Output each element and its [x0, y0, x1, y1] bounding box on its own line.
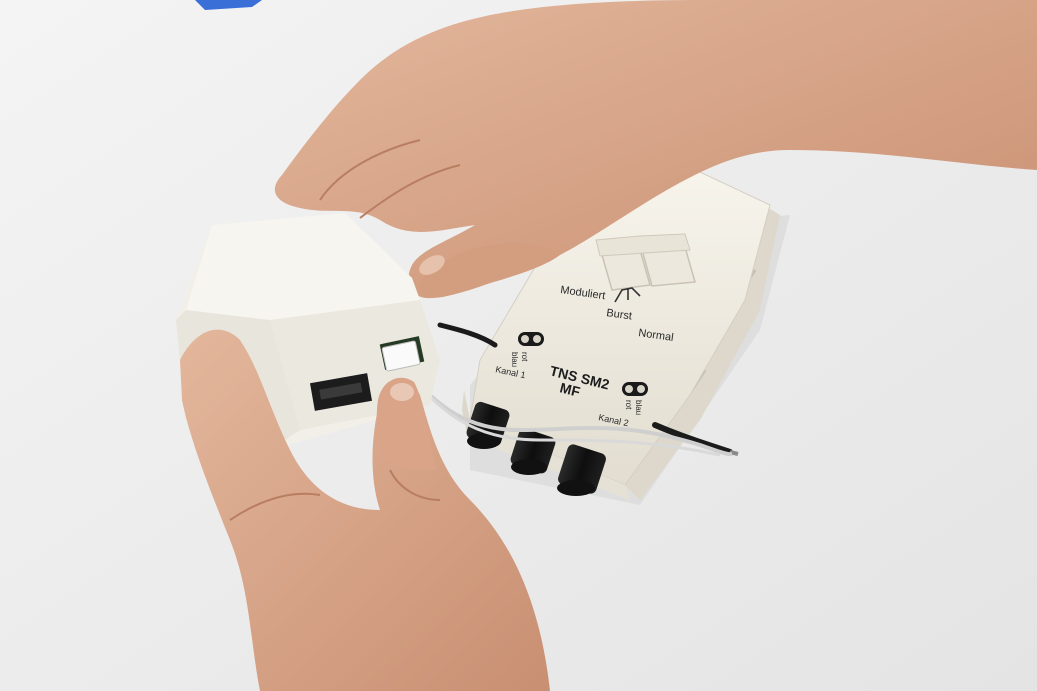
stimulator-device: Moduliert Burst Normal TNS SM2 MF rot bl… [462, 171, 780, 500]
white-plug[interactable] [381, 340, 421, 372]
electrode-cable-left [437, 322, 498, 348]
channel2-color-2: blau [634, 400, 643, 415]
channel1-jack[interactable] [518, 332, 544, 346]
channel2-jack[interactable] [622, 382, 648, 396]
channel1-color-1: rot [520, 352, 529, 362]
mode-label-normal: Normal [638, 327, 675, 344]
switch-markers [614, 287, 641, 303]
electrode-cable-right [652, 422, 733, 455]
channel1-color-2: blau [510, 352, 519, 367]
knob-right[interactable] [556, 443, 607, 496]
grey-cable [398, 358, 733, 457]
upper-hand [274, 0, 1037, 299]
lower-hand [180, 329, 550, 691]
blue-tape [195, 0, 262, 10]
mode-label-burst: Burst [606, 307, 633, 322]
device-model-line2: MF [558, 379, 582, 400]
channel2-color-1: rot [624, 400, 633, 410]
